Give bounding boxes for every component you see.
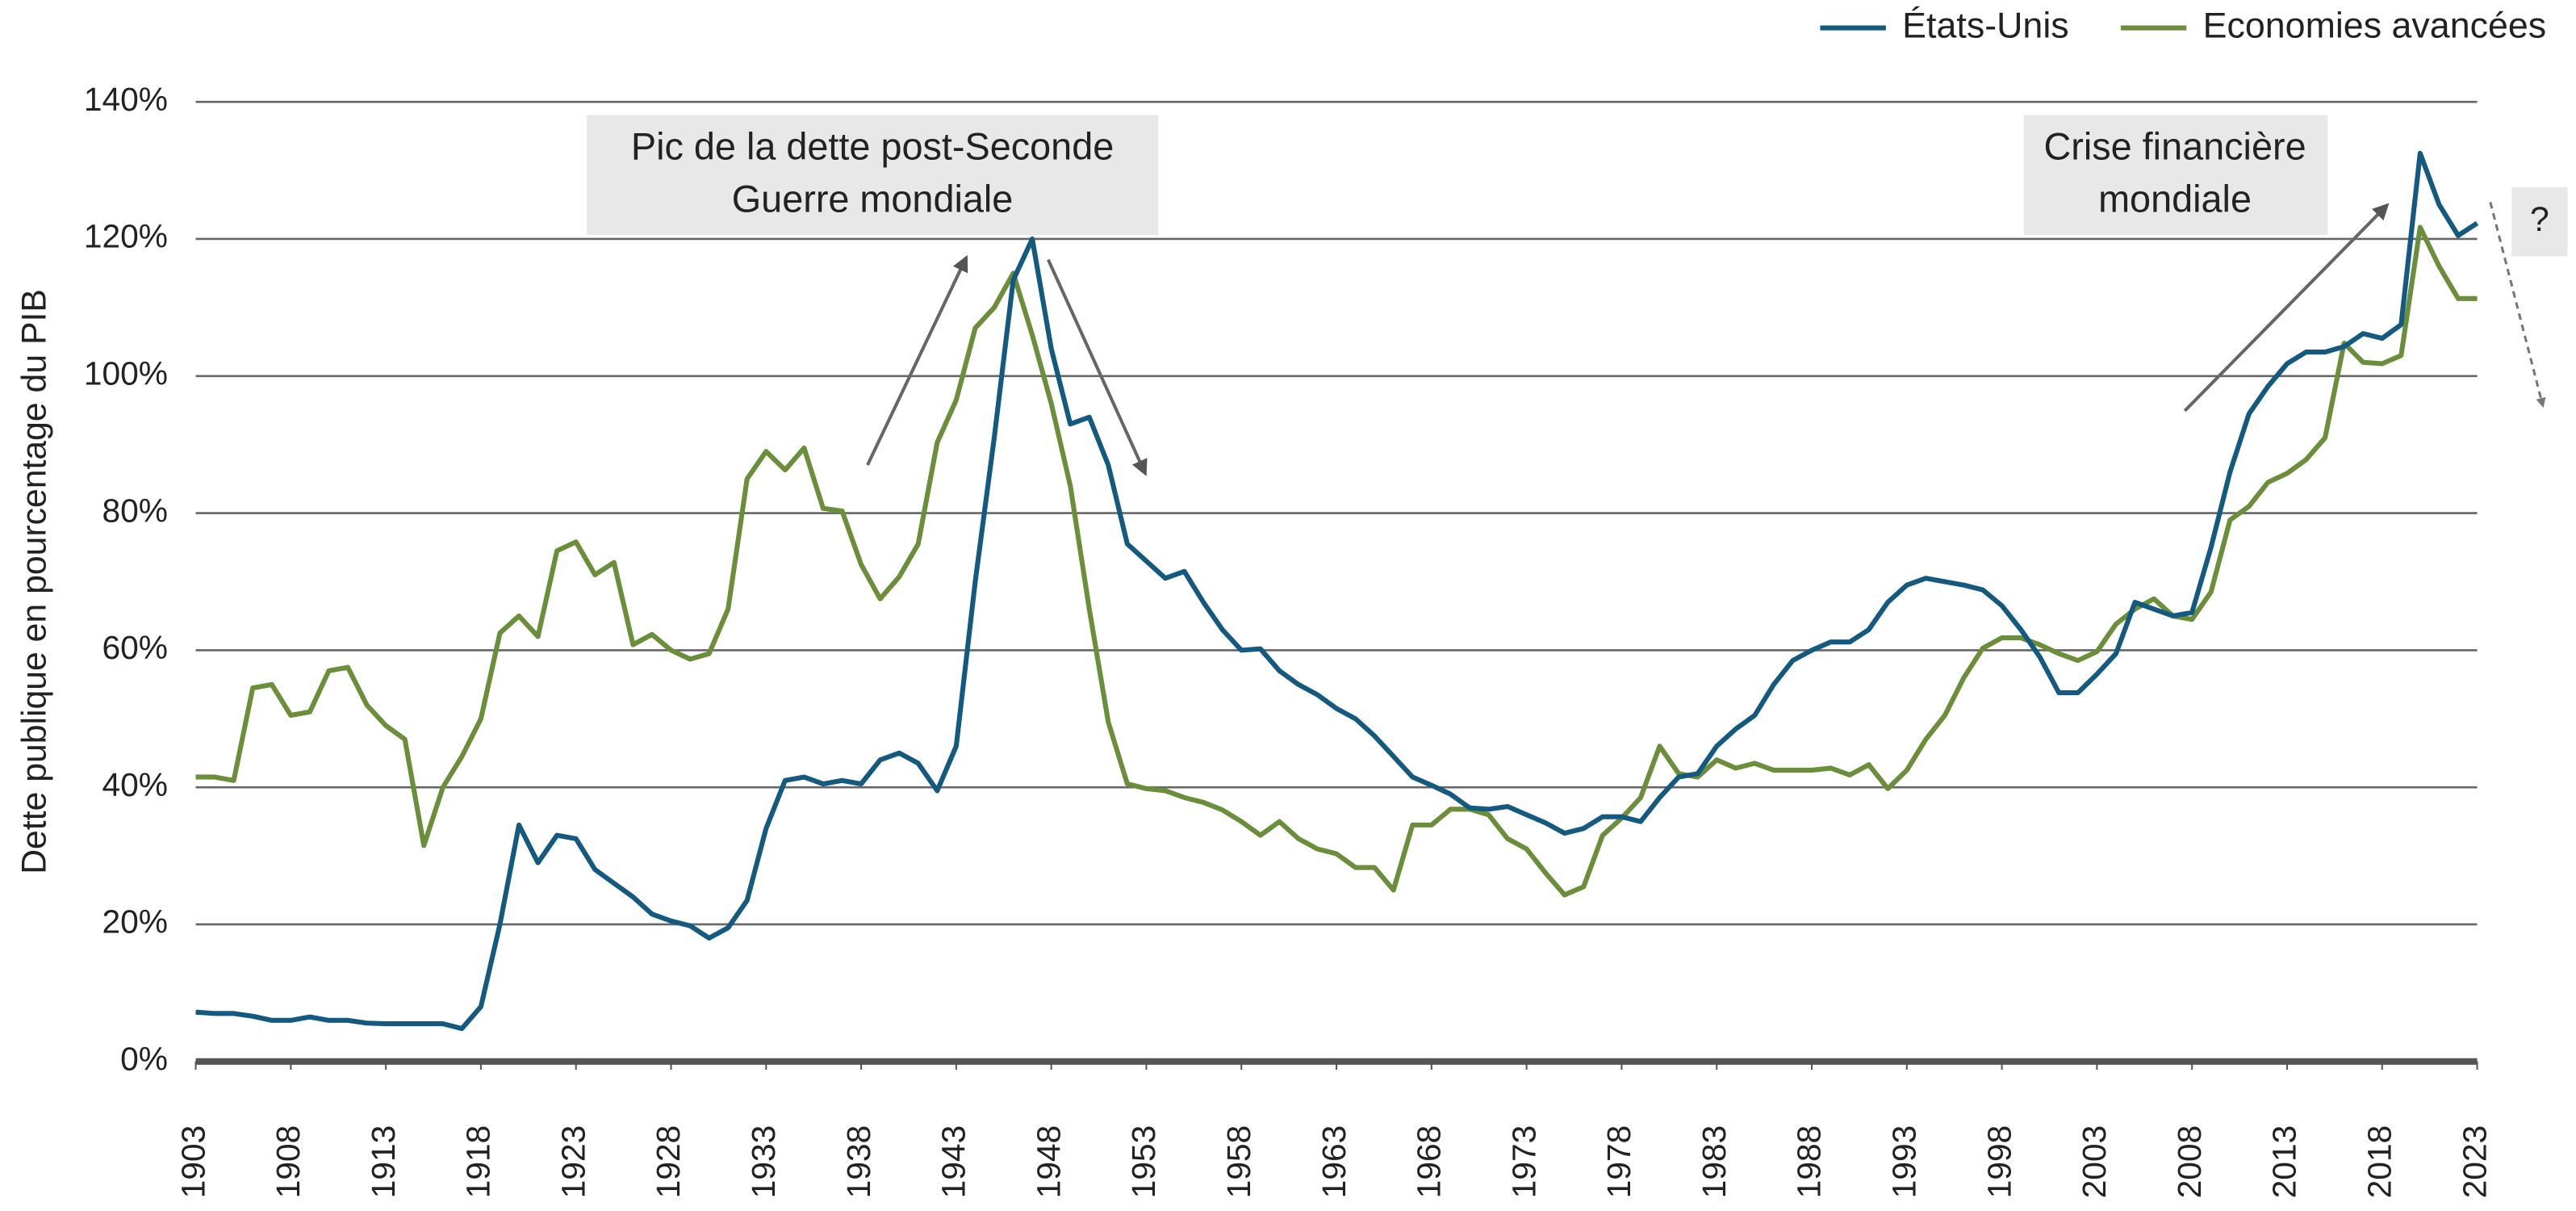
annotation-text: Pic de la dette post-Seconde	[631, 126, 1114, 168]
x-tick-label: 1908	[270, 1125, 307, 1199]
x-tick-label: 2023	[2456, 1125, 2493, 1199]
x-tick-label: 1973	[1505, 1125, 1542, 1199]
x-tick-label: 1968	[1411, 1125, 1448, 1199]
x-tick-label: 1958	[1220, 1125, 1257, 1199]
arrow	[866, 254, 968, 466]
x-tick-label: 1988	[1791, 1125, 1828, 1199]
y-tick-label: 100%	[84, 355, 168, 392]
x-tick-label: 2013	[2266, 1125, 2303, 1199]
y-tick-label: 140%	[84, 81, 168, 118]
x-tick-label: 2008	[2171, 1125, 2208, 1199]
x-tick-label: 1928	[650, 1125, 687, 1199]
arrow	[2489, 201, 2546, 409]
x-tick-label: 1978	[1600, 1125, 1637, 1199]
x-tick-label: 1938	[840, 1125, 877, 1199]
x-tick-label: 1918	[460, 1125, 497, 1199]
arrow	[1046, 258, 1148, 476]
x-tick-label: 1993	[1886, 1125, 1923, 1199]
y-tick-label: 0%	[120, 1041, 168, 1078]
x-tick-label: 1923	[554, 1125, 592, 1199]
series-line	[195, 224, 2478, 898]
y-tick-label: 120%	[84, 218, 168, 255]
annotation-box	[586, 115, 1159, 236]
y-tick-label: 40%	[102, 766, 168, 803]
x-tick-label: 1983	[1696, 1125, 1733, 1199]
x-tick-label: 1913	[365, 1125, 402, 1199]
annotation-text: ?	[2530, 200, 2549, 239]
x-tick-label: 1903	[174, 1125, 211, 1199]
series-line	[195, 150, 2479, 1032]
annotation-text: Crise financière	[2043, 126, 2306, 168]
y-tick-label: 60%	[102, 629, 168, 666]
y-tick-label: 80%	[102, 492, 168, 529]
y-axis-label: Dette publique en pourcentage du PIB	[15, 289, 53, 874]
x-tick-label: 1998	[1980, 1125, 2018, 1199]
legend-label: États-Unis	[1902, 5, 2068, 45]
x-tick-label: 2018	[2361, 1125, 2398, 1199]
legend-label: Economies avancées	[2203, 5, 2547, 45]
x-tick-label: 2003	[2076, 1125, 2113, 1199]
x-tick-label: 1963	[1315, 1125, 1353, 1199]
x-tick-label: 1943	[935, 1125, 972, 1199]
annotation-text: Guerre mondiale	[732, 178, 1014, 220]
annotation-box	[2023, 115, 2328, 236]
x-tick-label: 1948	[1030, 1125, 1067, 1199]
arrow	[2183, 203, 2390, 413]
x-tick-label: 1933	[745, 1125, 782, 1199]
annotation-text: mondiale	[2098, 178, 2252, 220]
annotation-arrows	[866, 201, 2546, 476]
y-tick-label: 20%	[102, 903, 168, 941]
x-tick-label: 1953	[1125, 1125, 1162, 1199]
annotation-box	[2511, 187, 2568, 257]
